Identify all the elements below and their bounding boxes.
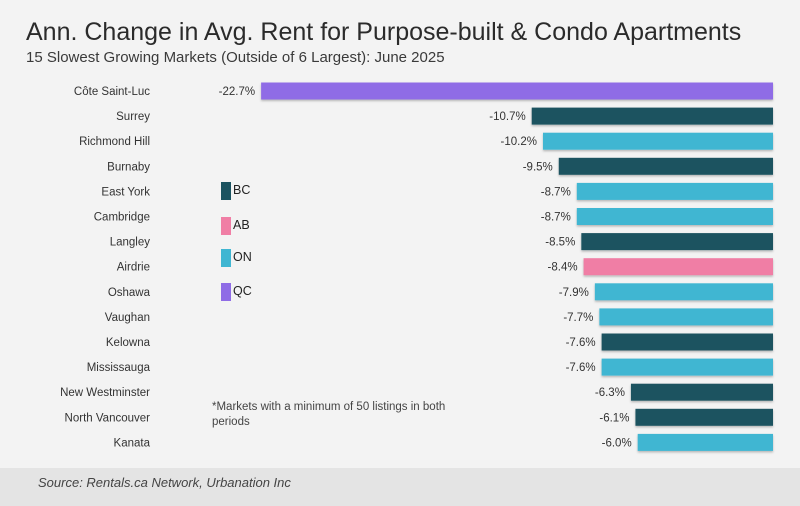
category-label: Kanata — [114, 437, 151, 449]
category-label: Vaughan — [105, 312, 150, 324]
chart-subtitle: 15 Slowest Growing Markets (Outside of 6… — [26, 49, 445, 66]
category-label: Surrey — [116, 111, 150, 123]
source-text: Source: Rentals.ca Network, Urbanation I… — [38, 475, 291, 490]
category-label: Cambridge — [94, 212, 150, 224]
source-bar: Source: Rentals.ca Network, Urbanation I… — [0, 468, 800, 506]
value-label: -7.6% — [566, 337, 596, 349]
bar — [630, 383, 773, 401]
category-label: Côte Saint-Luc — [74, 86, 150, 98]
value-label: -6.0% — [602, 437, 632, 449]
bar — [601, 333, 773, 351]
bar — [261, 82, 773, 100]
bar — [576, 208, 773, 225]
legend-label-on: ON — [233, 250, 252, 264]
value-label: -7.6% — [566, 362, 596, 374]
bar — [635, 408, 773, 426]
legend-item-bc: BC — [221, 182, 281, 200]
value-label: -7.7% — [563, 312, 593, 324]
category-label: North Vancouver — [65, 412, 151, 424]
category-label: Oshawa — [108, 287, 151, 299]
value-label: -6.1% — [599, 412, 629, 424]
legend-swatch-on — [221, 249, 231, 267]
bar-chart: Côte Saint-Luc -22.7% Surrey -10.7% Richmond… — [60, 82, 773, 451]
bar — [583, 258, 773, 276]
value-label: -10.7% — [489, 111, 525, 123]
bar — [558, 157, 773, 175]
legend-item-on: ON — [221, 249, 281, 267]
legend-swatch-bc — [221, 182, 231, 200]
bar — [601, 358, 773, 376]
bar — [594, 283, 773, 301]
legend-label-ab: AB — [233, 218, 250, 232]
legend-label-qc: QC — [233, 284, 252, 298]
value-label: -7.9% — [559, 287, 589, 299]
category-label: Mississauga — [87, 362, 151, 374]
category-label: New Westminster — [60, 387, 150, 399]
footnote: *Markets with a minimum of 50 listings i… — [212, 401, 446, 428]
value-label: -6.3% — [595, 387, 625, 399]
legend-label-bc: BC — [233, 183, 251, 197]
legend-item-qc: QC — [221, 283, 281, 301]
legend-item-ab: AB — [221, 217, 281, 235]
value-label: -10.2% — [501, 136, 537, 148]
category-label: Langley — [110, 237, 151, 249]
category-label: Burnaby — [107, 161, 150, 173]
value-label: -8.7% — [541, 186, 571, 198]
value-label: -8.4% — [548, 262, 578, 274]
bar — [599, 308, 773, 326]
bar — [531, 107, 773, 125]
legend-swatch-qc — [221, 283, 231, 301]
value-label: -8.7% — [541, 212, 571, 224]
bar — [542, 132, 773, 150]
value-label: -8.5% — [545, 237, 575, 249]
value-label: -9.5% — [523, 161, 553, 173]
bar — [637, 433, 773, 451]
chart-title: Ann. Change in Avg. Rent for Purpose-bui… — [26, 18, 742, 46]
bar — [581, 233, 773, 251]
category-label: Airdrie — [117, 262, 150, 274]
category-label: Kelowna — [106, 337, 151, 349]
value-label: -22.7% — [219, 86, 255, 98]
category-label: Richmond Hill — [79, 136, 150, 148]
bar — [576, 182, 773, 200]
legend-swatch-ab — [221, 217, 231, 235]
category-label: East York — [101, 186, 150, 198]
